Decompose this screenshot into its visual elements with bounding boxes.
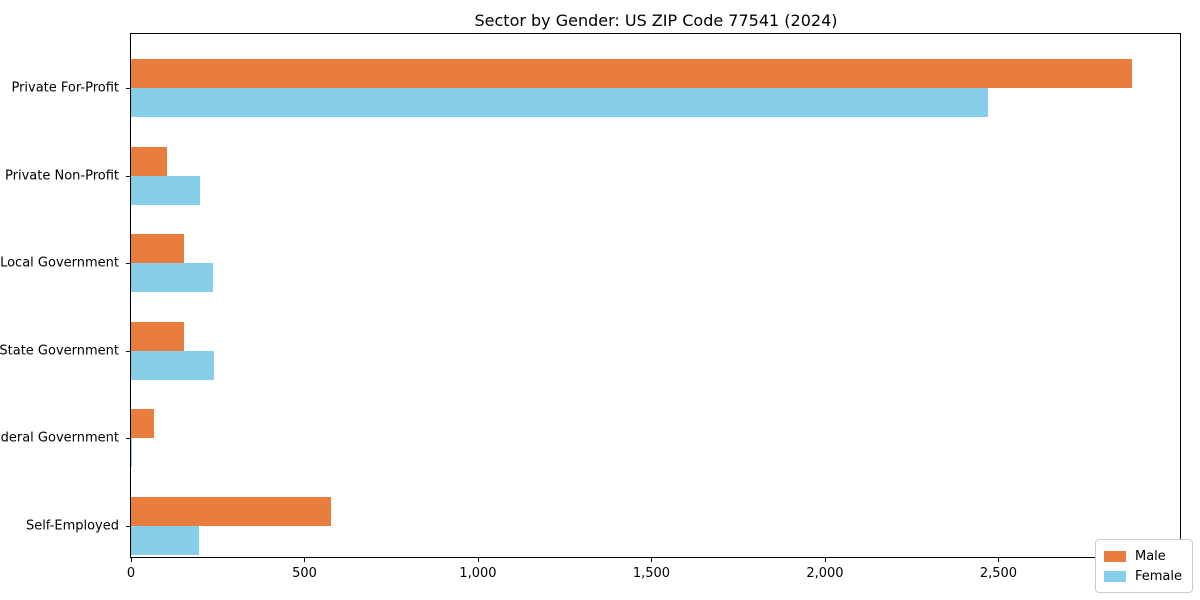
x-axis-tick — [131, 557, 132, 562]
bar-male-4[interactable] — [131, 409, 154, 438]
bar-female-0[interactable] — [131, 88, 989, 117]
y-axis-label: State Government — [0, 343, 119, 358]
legend: Male Female — [1094, 539, 1193, 593]
bar-male-1[interactable] — [131, 146, 167, 176]
x-axis-label: 1,000 — [459, 566, 497, 581]
x-axis-label: 1,500 — [632, 566, 671, 581]
bar-female-2[interactable] — [131, 263, 213, 292]
category-row: Local Government — [0, 209, 1180, 297]
bar-male-5[interactable] — [131, 496, 332, 526]
x-axis-label: 2,000 — [806, 566, 844, 581]
bar-male-2[interactable] — [131, 234, 185, 263]
x-axis-tick — [998, 557, 1000, 562]
y-axis-tick — [126, 525, 131, 527]
legend-label: Male — [1134, 548, 1166, 564]
category-row: Private Non-Profit — [5, 122, 1180, 210]
y-axis-label: Private For-Profit — [11, 80, 119, 96]
y-axis-tick — [126, 350, 131, 352]
bar-female-4[interactable] — [131, 438, 133, 467]
x-axis-label: 500 — [292, 566, 317, 581]
y-axis-tick — [126, 88, 131, 89]
category-row: Federal Government — [0, 384, 1180, 472]
bar-female-3[interactable] — [131, 350, 214, 380]
legend-label: Female — [1134, 568, 1182, 584]
bar-male-3[interactable] — [131, 321, 185, 351]
bar-female-1[interactable] — [131, 175, 201, 205]
y-axis-label: Local Government — [0, 255, 119, 271]
category-row: State Government — [0, 297, 1180, 385]
plot-area: Private For-Profit Private Non-Profit Loca… — [0, 33, 1191, 581]
y-axis-tick — [126, 175, 131, 177]
legend-swatch-female — [1103, 570, 1126, 582]
legend-swatch-male — [1103, 550, 1126, 562]
bar-male-0[interactable] — [131, 59, 1133, 88]
x-axis-tick — [304, 557, 306, 562]
x-axis-label: 0 — [126, 566, 136, 581]
y-axis-label: Federal Government — [0, 430, 119, 446]
y-axis-label: Self-Employed — [25, 518, 119, 533]
bar-female-5[interactable] — [131, 525, 200, 555]
legend-entry-male[interactable]: Male — [1103, 546, 1182, 566]
x-axis-tick — [651, 557, 653, 562]
x-axis-tick — [477, 557, 479, 562]
y-axis-label: Private Non-Profit — [5, 168, 119, 183]
category-row: Self-Employed — [26, 472, 1180, 560]
x-axis-label: 2,500 — [979, 566, 1018, 581]
y-axis-tick — [126, 263, 131, 264]
category-row: Private For-Profit — [11, 34, 1180, 122]
chart-title: Sector by Gender: US ZIP Code 77541 (202… — [474, 11, 838, 30]
legend-entry-female[interactable]: Female — [1103, 566, 1182, 586]
x-axis-tick — [824, 557, 826, 562]
y-axis-tick — [126, 438, 131, 439]
